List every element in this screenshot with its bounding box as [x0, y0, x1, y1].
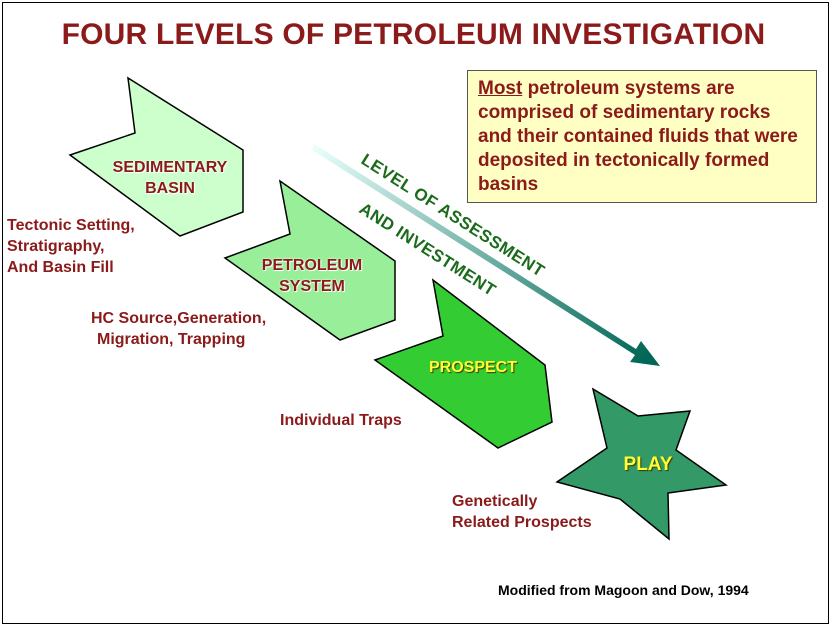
- desc-line: Stratigraphy,: [7, 238, 105, 255]
- chevron-sedimentary-basin: [68, 76, 244, 237]
- note-box: Most petroleum systems are comprised of …: [467, 70, 817, 203]
- assessment-arrow: [312, 144, 660, 366]
- source-credit: Modified from Magoon and Dow, 1994: [498, 582, 749, 598]
- label-line: PETROLEUM: [261, 257, 363, 274]
- page-title: FOUR LEVELS OF PETROLEUM INVESTIGATION: [61, 18, 766, 51]
- desc-line: Migration, Trapping: [97, 331, 246, 348]
- desc-line: Individual Traps: [280, 412, 402, 429]
- label-line: PLAY: [623, 454, 673, 475]
- label-line: PROSPECT: [428, 359, 517, 376]
- desc-line: Genetically: [452, 493, 538, 510]
- star-play: [555, 387, 728, 541]
- label-line: SYSTEM: [279, 278, 345, 295]
- label-play: PLAY: [598, 454, 698, 475]
- label-line: SEDIMENTARY: [112, 159, 228, 176]
- note-emphasis: Most: [478, 78, 523, 99]
- label-petroleum-system: PETROLEUM SYSTEM: [251, 255, 373, 297]
- desc-line: And Basin Fill: [7, 259, 114, 276]
- desc-line: HC Source,Generation,: [91, 310, 267, 327]
- desc-sedimentary-basin: Tectonic Setting, Stratigraphy, And Basi…: [7, 215, 135, 278]
- chevron-petroleum-system: [223, 179, 396, 341]
- note-text: petroleum systems are comprised of sedim…: [478, 78, 798, 195]
- desc-prospect: Individual Traps: [280, 410, 402, 431]
- desc-petroleum-system: HC Source,Generation, Migration, Trappin…: [91, 308, 266, 350]
- desc-play: Genetically Related Prospects: [452, 491, 592, 533]
- label-prospect: PROSPECT: [400, 357, 546, 378]
- label-line: BASIN: [145, 180, 195, 197]
- label-sedimentary-basin: SEDIMENTARY BASIN: [95, 157, 245, 199]
- desc-line: Related Prospects: [452, 514, 592, 531]
- desc-line: Tectonic Setting,: [7, 217, 135, 234]
- chevron-prospect: [373, 278, 553, 449]
